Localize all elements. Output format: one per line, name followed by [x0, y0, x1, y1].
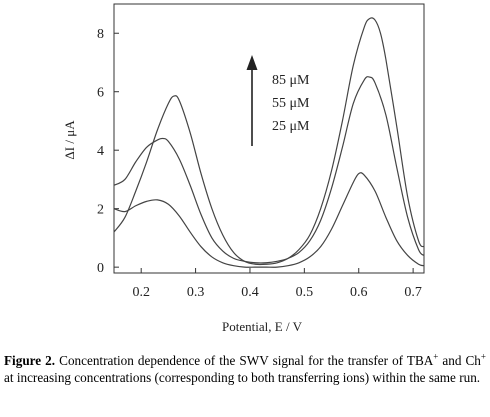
caption-superscript: + [433, 351, 439, 362]
x-tick-label: 0.5 [296, 285, 314, 300]
caption-text: and Ch [438, 353, 481, 368]
legend-label: 55 μM [272, 96, 310, 111]
x-axis-label: Potential, E / V [222, 319, 303, 334]
x-tick-label: 0.6 [350, 285, 368, 300]
plot-frame [113, 3, 425, 274]
caption-label: Figure 2. [4, 353, 56, 368]
caption-text: at increasing concentrations (correspond… [4, 370, 481, 385]
series-group [113, 17, 425, 268]
x-tick-label: 0.4 [241, 285, 259, 300]
legend-label: 85 μM [272, 73, 310, 88]
caption-text: Concentration dependence of the SWV sign… [55, 353, 434, 368]
concentration-arrow [246, 55, 258, 146]
arrow-head-icon [246, 55, 258, 70]
x-tick-label: 0.2 [132, 285, 150, 300]
series-line [113, 76, 425, 264]
swv-chart: 0.2 0.3 0.4 0.5 0.6 0.7 0 2 4 6 8 Potential, E / … [62, 3, 425, 334]
y-tick-label: 8 [97, 27, 104, 42]
x-tick-label: 0.3 [187, 285, 205, 300]
y-tick-label: 2 [97, 203, 104, 218]
legend-label: 25 μM [272, 119, 310, 134]
y-tick-label: 4 [97, 144, 104, 159]
x-ticks: 0.2 0.3 0.4 0.5 0.6 0.7 [132, 268, 422, 300]
y-tick-label: 6 [97, 86, 104, 101]
caption-superscript: + [480, 351, 486, 362]
y-tick-label: 0 [97, 261, 104, 276]
x-tick-label: 0.7 [404, 285, 422, 300]
y-axis-label: ΔI / μA [62, 120, 77, 160]
series-line [113, 17, 425, 266]
series-line [113, 172, 425, 268]
figure-caption: Figure 2. Concentration dependence of th… [4, 352, 486, 386]
y-ticks: 0 2 4 6 8 [97, 27, 119, 276]
